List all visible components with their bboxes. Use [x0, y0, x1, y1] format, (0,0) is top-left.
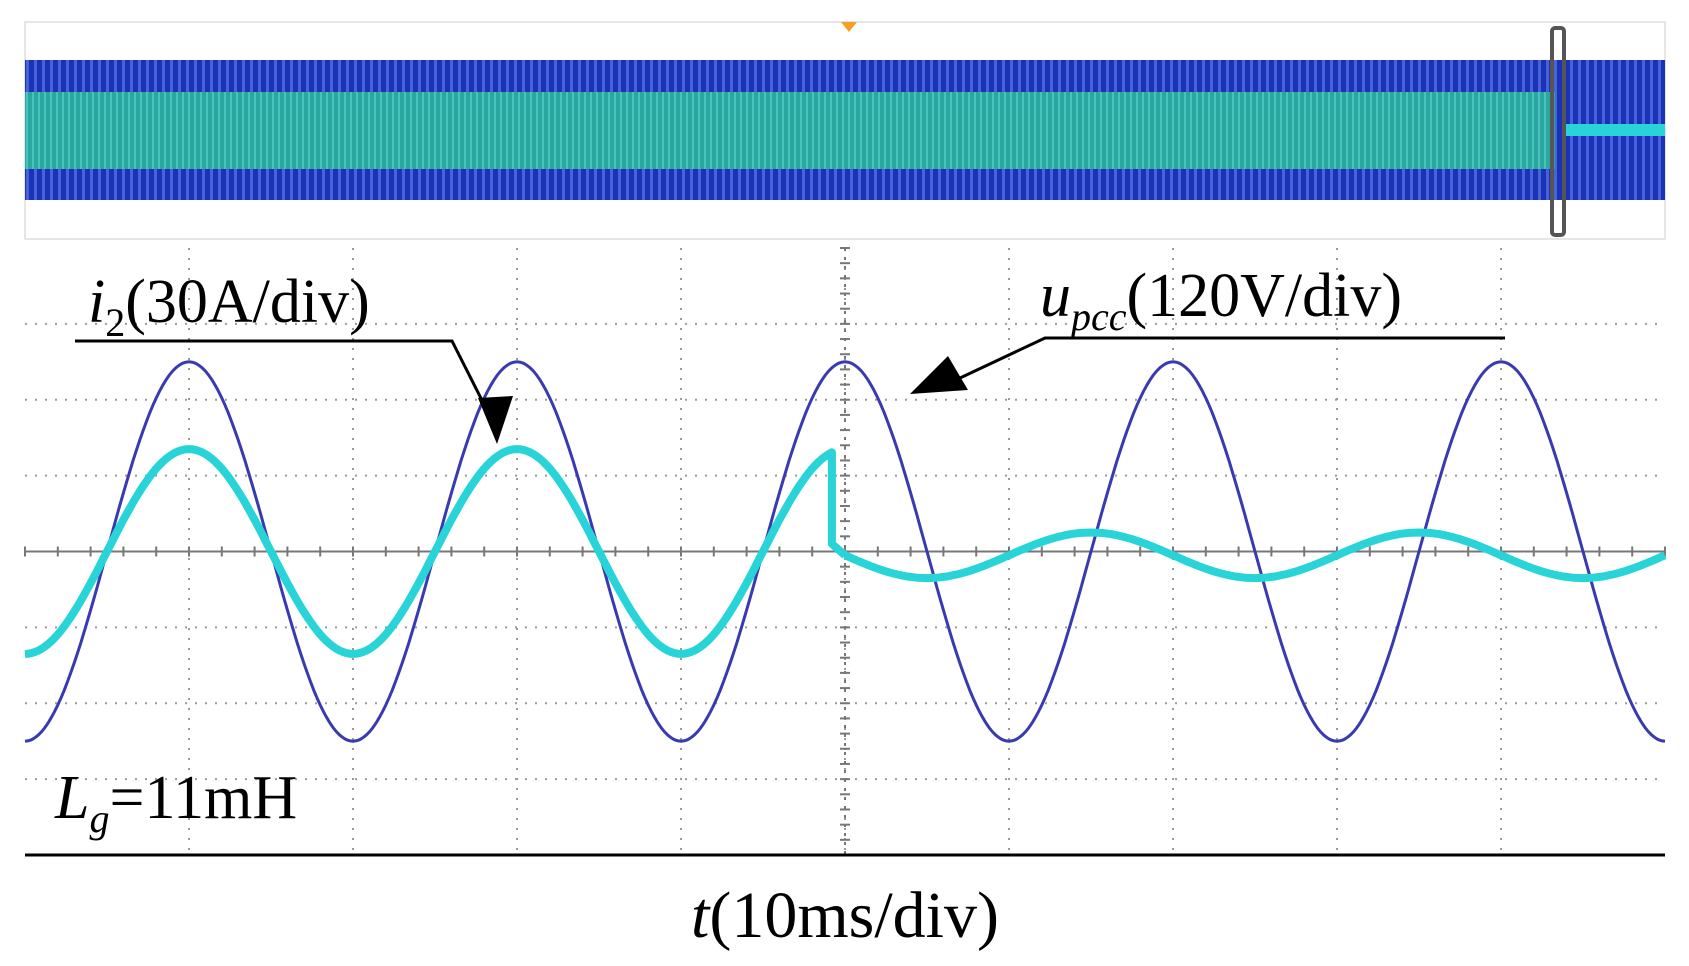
current-subscript: 2 [105, 300, 125, 345]
inductance-subscript: g [89, 796, 109, 841]
voltage-label: upcc(120V/div) [1040, 262, 1402, 339]
voltage-trace [24, 360, 1666, 743]
time-scale: (10ms/div) [709, 879, 999, 952]
inductance-label: Lg=11mH [54, 764, 297, 841]
current-symbol: i [88, 268, 105, 336]
inductance-symbol: L [54, 764, 89, 832]
trigger-marker-icon [841, 22, 857, 32]
overview-window-marker[interactable] [1550, 26, 1566, 237]
voltage-subscript: pcc [1068, 294, 1127, 339]
voltage-scale: (120V/div) [1127, 262, 1403, 330]
voltage-arrow-icon [910, 356, 968, 394]
voltage-symbol: u [1040, 262, 1071, 330]
plot-grid [24, 247, 1666, 856]
time-symbol: t [691, 879, 711, 952]
overview-strip [24, 21, 1666, 240]
current-annotation: i2(30A/div) [75, 268, 513, 444]
overview-current-band-after [1565, 124, 1665, 136]
current-trace-after-event [843, 528, 1667, 583]
overview-current-band-before [25, 92, 1555, 169]
inductance-value: =11mH [109, 764, 297, 832]
voltage-annotation: upcc(120V/div) [910, 262, 1505, 394]
current-scale: (30A/div) [125, 268, 370, 336]
main-plot [24, 247, 1667, 857]
time-axis-label: t(10ms/div) [691, 879, 999, 952]
current-label: i2(30A/div) [88, 268, 370, 345]
voltage-leader-line [959, 336, 1505, 380]
current-arrow-icon [478, 396, 513, 444]
current-trace-before-event [24, 445, 848, 658]
